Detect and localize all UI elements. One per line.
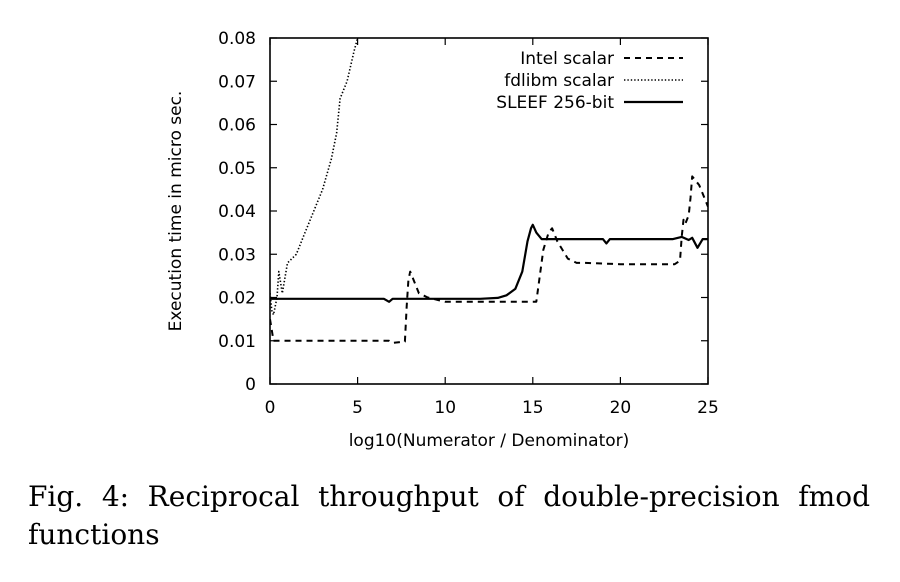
y-tick-label: 0.07 <box>218 72 256 92</box>
series-line-sleef-256-bit <box>270 223 708 303</box>
series-line-intel-scalar <box>270 175 708 344</box>
y-tick-label: 0.03 <box>218 245 256 265</box>
x-tick-label: 5 <box>352 398 363 418</box>
chart: 0 5 10 15 20 25 0 0.01 0.02 0.03 0.04 0.05 0.06 0.07 0… <box>166 29 719 451</box>
x-axis-title: log10(Numerator / Denominator) <box>349 431 630 451</box>
y-tick-label: 0.02 <box>218 289 256 309</box>
legend-label: Intel scalar <box>520 49 614 69</box>
y-tick-label: 0.08 <box>218 29 256 49</box>
figure-caption: Fig. 4: Reciprocal throughput of double-… <box>28 480 870 551</box>
y-axis-title: Execution time in micro sec. <box>166 91 186 332</box>
y-tick-label: 0 <box>245 375 256 395</box>
x-tick-label: 10 <box>434 398 456 418</box>
y-tick-label: 0.05 <box>218 159 256 179</box>
legend-label: fdlibm scalar <box>504 71 614 91</box>
y-tick-label: 0.01 <box>218 332 256 352</box>
x-tick-label: 0 <box>265 398 276 418</box>
legend-label: SLEEF 256-bit <box>496 93 614 113</box>
y-tick-label: 0.06 <box>218 116 256 136</box>
x-tick-label: 20 <box>610 398 632 418</box>
plot-frame <box>269 37 709 385</box>
y-tick-label: 0.04 <box>218 202 256 222</box>
x-tick-label: 25 <box>697 398 719 418</box>
series-line-fdlibm-scalar <box>270 38 359 316</box>
x-tick-label: 15 <box>522 398 544 418</box>
